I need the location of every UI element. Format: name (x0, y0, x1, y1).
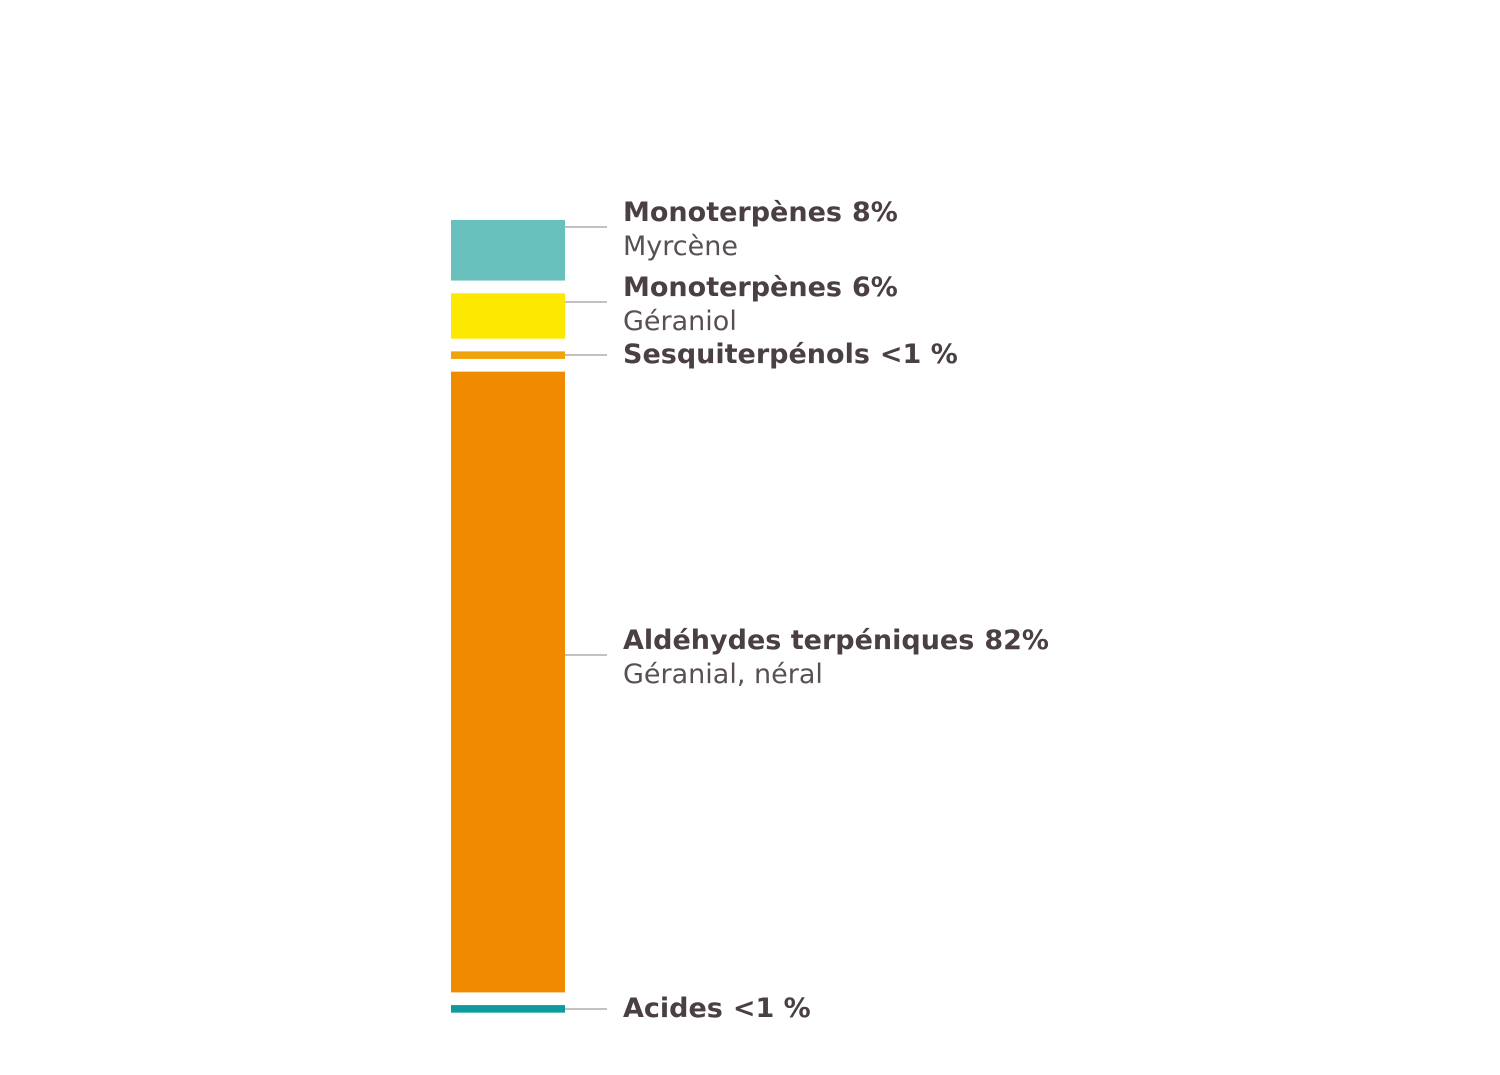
segment-name: Sesquiterpénols (623, 339, 870, 370)
segment-label: Aldéhydes terpéniques 82% (623, 625, 1049, 656)
segment-name: Aldéhydes terpéniques (623, 625, 974, 656)
segment-value-label: 6% (852, 272, 898, 303)
bar-segment (451, 351, 565, 359)
segment-value-label: 8% (852, 197, 898, 228)
segment-value-label: <1 % (733, 993, 811, 1024)
segment-detail: Géraniol (623, 306, 737, 337)
bar-segment (451, 371, 565, 993)
bar-segment (451, 1005, 565, 1013)
bar-segment (451, 220, 565, 281)
segment-label: Sesquiterpénols <1 % (623, 339, 958, 370)
segment-label: Acides <1 % (623, 993, 811, 1024)
segment-name: Monoterpènes (623, 272, 842, 303)
segment-name: Monoterpènes (623, 197, 842, 228)
segment-value-label: <1 % (880, 339, 958, 370)
segment-label: Monoterpènes 8% (623, 197, 898, 228)
segment-value-label: 82% (984, 625, 1049, 656)
segment-name: Acides (623, 993, 723, 1024)
segment-label: Monoterpènes 6% (623, 272, 898, 303)
segment-detail: Géranial, néral (623, 659, 823, 690)
segment-detail: Myrcène (623, 231, 738, 262)
bar-segment (451, 293, 565, 339)
